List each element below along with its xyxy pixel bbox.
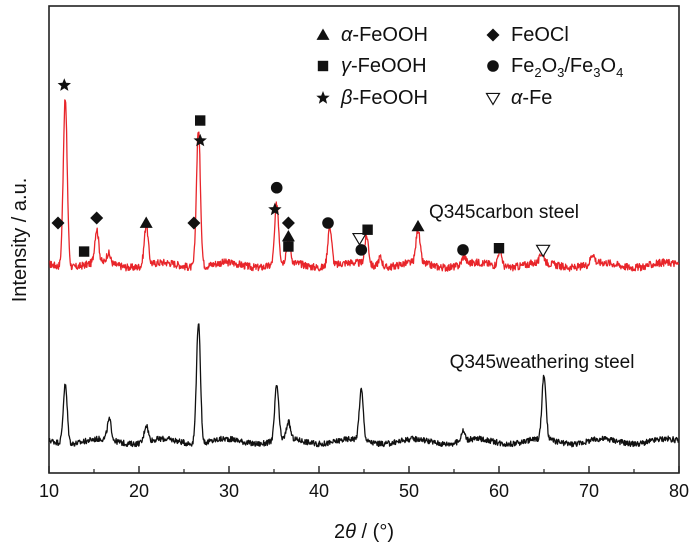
legend-symbol-triangle-down-open <box>485 92 501 106</box>
peak-marker-circle-18 <box>457 244 469 256</box>
legend: α-FeOOH FeOCl γ-FeOOH Fe2O3/Fe3O4 β-FeOOH α-F… <box>316 24 623 109</box>
peak-marker-star-7 <box>193 133 207 147</box>
x-tick-label-20: 20 <box>129 481 149 501</box>
x-axis-title-suffix: / (°) <box>356 521 394 543</box>
peak-marker-diamond-3 <box>90 211 104 225</box>
legend-symbol-square <box>317 60 329 72</box>
peak-marker-star-9 <box>268 202 282 216</box>
series-label-carbon: Q345carbon steel <box>429 202 579 223</box>
peak-marker-triangle-up-17 <box>411 219 425 232</box>
x-tick-label-10: 10 <box>39 481 59 501</box>
legend-label-0: α-FeOOH <box>341 24 428 46</box>
x-tick-label-60: 60 <box>489 481 509 501</box>
peak-marker-square-19 <box>493 243 505 254</box>
x-axis-ticks: 10 20 30 40 50 60 70 80 <box>39 466 689 501</box>
peak-marker-circle-16 <box>355 244 368 256</box>
legend-label-3: Fe2O3/Fe3O4 <box>511 55 623 80</box>
peak-marker-diamond-0 <box>51 216 65 230</box>
legend-symbol-circle <box>487 60 499 72</box>
peak-marker-triangle-up-11 <box>281 229 295 242</box>
legend-symbol-triangle-up <box>316 28 330 40</box>
peak-marker-square-6 <box>195 115 206 126</box>
plot-frame <box>48 5 680 474</box>
legend-label-5: α-Fe <box>511 87 552 109</box>
peak-marker-square-2 <box>78 246 90 257</box>
x-axis-title: 2θ / (°) <box>334 521 394 543</box>
x-tick-label-40: 40 <box>309 481 329 501</box>
peak-marker-circle-8 <box>270 181 283 194</box>
peak-marker-triangle-down-open-14 <box>351 232 368 246</box>
peak-marker-triangle-down-open-20 <box>535 244 551 258</box>
peak-marker-diamond-5 <box>187 216 201 230</box>
x-tick-label-80: 80 <box>669 481 689 501</box>
peak-marker-star-1 <box>57 78 71 91</box>
legend-label-4: β-FeOOH <box>340 87 428 109</box>
x-axis-title-theta: θ <box>345 521 356 543</box>
series-label-weathering: Q345weathering steel <box>450 352 635 373</box>
x-tick-label-30: 30 <box>219 481 239 501</box>
series-line-1 <box>48 323 680 448</box>
legend-symbol-diamond <box>486 28 500 42</box>
legend-label-1: FeOCl <box>511 24 569 46</box>
peak-marker-square-12 <box>283 241 294 252</box>
peak-marker-triangle-up-4 <box>139 216 153 228</box>
peak-marker-circle-13 <box>322 217 334 229</box>
x-tick-label-70: 70 <box>579 481 599 501</box>
y-axis-title: Intensity / a.u. <box>9 178 31 303</box>
legend-label-2: γ-FeOOH <box>341 55 427 77</box>
peak-marker-square-15 <box>362 224 373 235</box>
x-tick-label-50: 50 <box>399 481 419 501</box>
peak-marker-diamond-10 <box>281 216 295 230</box>
legend-symbol-star <box>316 91 330 104</box>
peak-markers <box>51 78 551 258</box>
x-axis-title-prefix: 2 <box>334 521 345 543</box>
